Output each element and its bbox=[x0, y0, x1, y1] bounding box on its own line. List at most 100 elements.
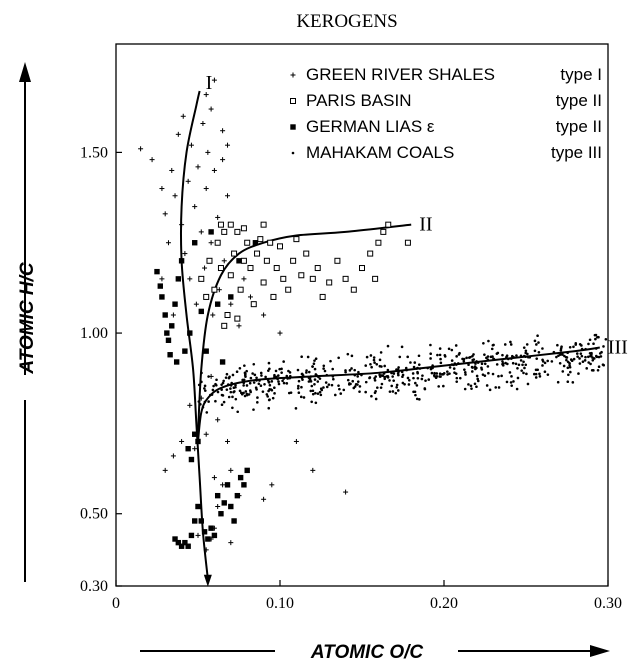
marker-open-square bbox=[309, 275, 316, 282]
marker-dot bbox=[266, 379, 270, 382]
marker-filled-square bbox=[205, 536, 211, 542]
marker-dot bbox=[583, 359, 587, 362]
marker-dot bbox=[201, 405, 205, 409]
marker-dot bbox=[306, 355, 310, 359]
marker-dot bbox=[585, 367, 589, 370]
marker-dot bbox=[599, 355, 603, 358]
marker-dot bbox=[589, 362, 592, 366]
marker-open-square bbox=[260, 221, 267, 228]
marker-open-square bbox=[234, 228, 241, 235]
marker-dot bbox=[305, 369, 308, 372]
marker-filled-square bbox=[182, 348, 188, 354]
marker-dot bbox=[446, 370, 449, 373]
marker-dot bbox=[472, 358, 476, 361]
marker-dot bbox=[429, 343, 432, 347]
marker-dot bbox=[382, 372, 386, 375]
marker-dot bbox=[526, 382, 530, 386]
marker-dot bbox=[374, 397, 378, 401]
marker-dot bbox=[490, 347, 494, 351]
marker-dot bbox=[350, 354, 354, 358]
marker-open-square bbox=[227, 272, 234, 279]
x-tick-label: 0.10 bbox=[266, 595, 294, 612]
marker-dot bbox=[357, 370, 360, 374]
marker-dot bbox=[311, 392, 315, 396]
marker-dot bbox=[448, 366, 452, 369]
marker-dot bbox=[211, 388, 215, 392]
marker-filled-square bbox=[162, 312, 168, 318]
marker-dot bbox=[411, 372, 415, 375]
marker-dot bbox=[537, 350, 541, 354]
marker-dot bbox=[375, 362, 379, 366]
marker-open-square bbox=[404, 239, 411, 246]
curve-type-II bbox=[197, 223, 412, 435]
marker-dot bbox=[495, 363, 499, 366]
marker-open-square bbox=[342, 275, 349, 282]
marker-dot bbox=[273, 373, 276, 377]
marker-dot bbox=[561, 370, 565, 373]
marker-dot bbox=[546, 373, 550, 376]
marker-dot bbox=[285, 374, 289, 378]
marker-dot bbox=[577, 372, 580, 375]
marker-dot bbox=[536, 334, 539, 338]
marker-plus bbox=[195, 164, 201, 170]
marker-dot bbox=[465, 356, 468, 360]
marker-filled-square bbox=[221, 500, 227, 506]
marker-dot bbox=[441, 373, 444, 376]
marker-dot bbox=[495, 352, 499, 355]
marker-dot bbox=[274, 369, 278, 373]
marker-dot bbox=[232, 390, 235, 394]
marker-dot bbox=[517, 363, 521, 367]
marker-dot bbox=[313, 367, 317, 371]
marker-dot bbox=[408, 378, 411, 382]
marker-dot bbox=[265, 393, 269, 396]
legend-label: MAHAKAM COALS bbox=[306, 143, 454, 162]
marker-dot bbox=[469, 355, 472, 359]
marker-open-square bbox=[254, 250, 261, 257]
marker-plus bbox=[175, 131, 181, 137]
marker-dot bbox=[604, 337, 608, 341]
marker-dot bbox=[589, 354, 593, 358]
marker-dot bbox=[405, 368, 408, 372]
marker-dot bbox=[487, 339, 490, 343]
marker-dot bbox=[535, 343, 538, 346]
marker-dot bbox=[312, 362, 316, 366]
marker-dot bbox=[487, 371, 490, 375]
marker-open-square bbox=[217, 265, 224, 272]
marker-filled-square bbox=[187, 330, 193, 336]
marker-dot bbox=[307, 370, 311, 374]
marker-dot bbox=[386, 375, 390, 378]
marker-dot bbox=[474, 362, 477, 365]
marker-dot bbox=[416, 371, 419, 375]
marker-dot bbox=[485, 356, 488, 360]
marker-filled-square bbox=[208, 525, 214, 531]
marker-dot bbox=[429, 352, 432, 356]
marker-dot bbox=[442, 384, 445, 388]
marker-dot bbox=[243, 371, 247, 375]
marker-dot bbox=[538, 372, 541, 376]
marker-dot bbox=[282, 377, 286, 380]
marker-dot bbox=[578, 357, 581, 360]
marker-plus bbox=[236, 323, 242, 329]
marker-dot bbox=[267, 398, 271, 402]
marker-open-square bbox=[257, 236, 264, 243]
marker-dot bbox=[391, 375, 394, 378]
marker-open-square bbox=[240, 225, 247, 232]
marker-dot bbox=[350, 367, 353, 370]
marker-open-square bbox=[217, 221, 224, 228]
marker-open-square bbox=[277, 243, 283, 250]
marker-dot bbox=[570, 359, 574, 362]
marker-dot bbox=[197, 383, 201, 387]
marker-dot bbox=[594, 347, 598, 350]
marker-open-square bbox=[372, 275, 379, 282]
marker-plus bbox=[221, 258, 227, 264]
marker-dot bbox=[476, 379, 480, 383]
marker-dot bbox=[231, 395, 234, 399]
marker-plus bbox=[203, 92, 209, 98]
marker-dot bbox=[413, 361, 417, 364]
marker-dot bbox=[510, 384, 513, 387]
marker-dot bbox=[567, 373, 570, 377]
marker-dot bbox=[414, 381, 417, 385]
marker-dot bbox=[452, 363, 455, 367]
marker-dot bbox=[476, 361, 480, 364]
marker-dot bbox=[299, 395, 303, 399]
